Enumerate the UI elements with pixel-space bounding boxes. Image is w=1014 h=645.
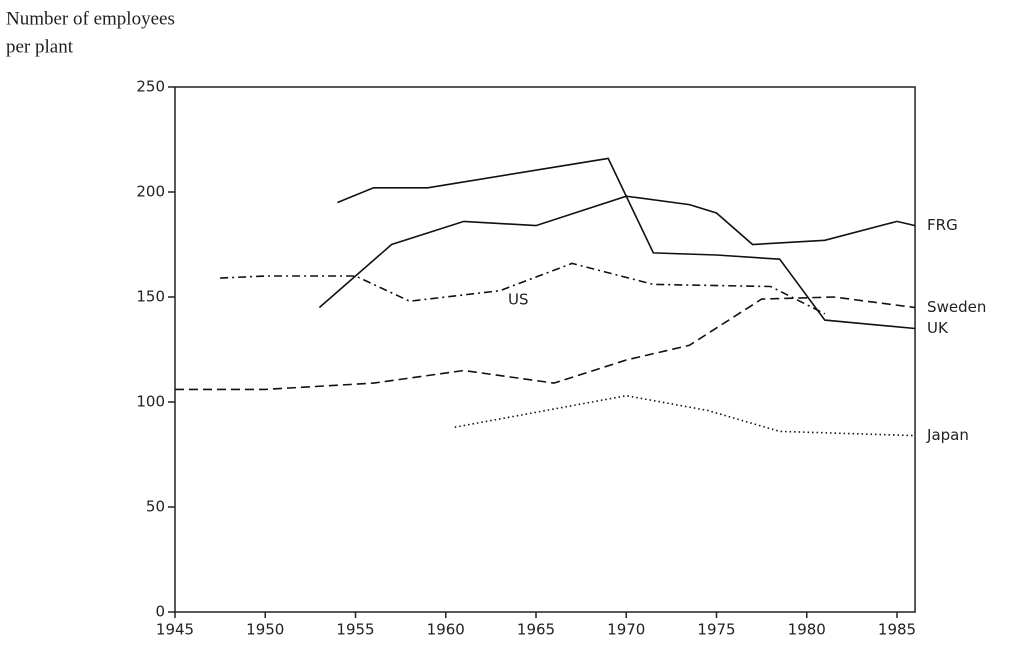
series-label: Sweden: [927, 298, 986, 316]
x-tick-label: 1985: [878, 621, 916, 639]
y-axis-label: Number of employees: [6, 8, 175, 29]
x-tick-label: 1950: [246, 621, 284, 639]
x-tick-label: 1975: [697, 621, 735, 639]
y-tick-label: 0: [155, 603, 165, 621]
x-tick-label: 1960: [427, 621, 465, 639]
line: [220, 262, 826, 315]
y-tick-label: 200: [136, 183, 165, 201]
y-axis-label: per plant: [6, 36, 74, 57]
y-tick-label: 150: [136, 288, 165, 306]
series-label: US: [508, 291, 529, 309]
line: [175, 296, 916, 391]
line: [454, 394, 916, 437]
y-tick-label: 100: [136, 393, 165, 411]
y-tick-label: 50: [146, 498, 165, 516]
line: [337, 157, 916, 330]
series-label: Japan: [926, 426, 969, 444]
series-label: UK: [927, 319, 949, 337]
line: [318, 195, 916, 309]
y-tick-label: 250: [136, 78, 165, 96]
x-tick-label: 1955: [336, 621, 374, 639]
plot-frame: [174, 86, 916, 613]
x-tick-label: 1945: [156, 621, 194, 639]
x-tick-label: 1980: [788, 621, 826, 639]
x-tick-label: 1970: [607, 621, 645, 639]
series-label: FRG: [927, 216, 958, 234]
x-tick-label: 1965: [517, 621, 555, 639]
